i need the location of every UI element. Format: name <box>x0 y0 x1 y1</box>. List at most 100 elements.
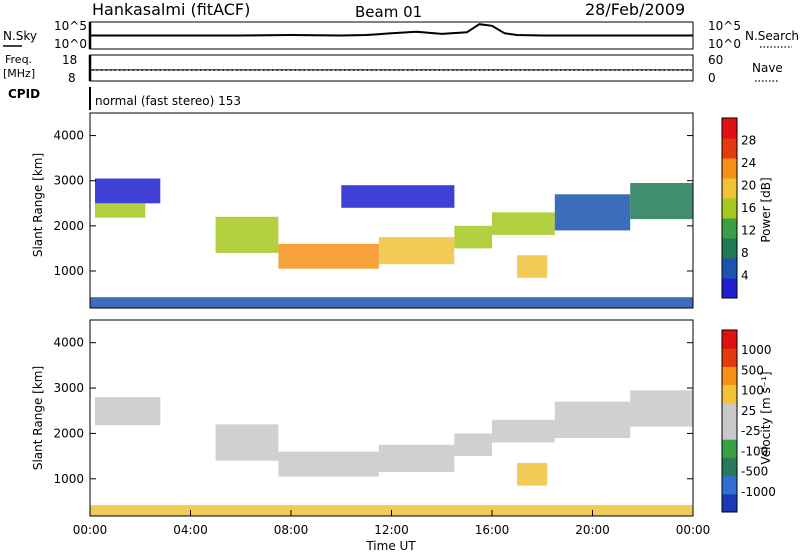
data-band-4 <box>454 433 492 457</box>
noise-left-tick-bottom: 10^0 <box>54 37 87 51</box>
y-tick-label-0: 1000 <box>53 264 84 278</box>
data-band-3 <box>278 243 379 269</box>
data-band-3 <box>378 444 455 472</box>
cpid-label: CPID <box>8 87 40 101</box>
power-y-axis-label: Slant Range [km] <box>31 153 45 257</box>
x-tick-label-0: 00:00 <box>73 523 108 537</box>
colorbar-tick-1: 500 <box>741 363 764 377</box>
data-band-2 <box>215 216 279 253</box>
colorbar-swatch-8 <box>722 348 737 367</box>
date-title: 28/Feb/2009 <box>585 0 685 19</box>
x-tick-label-5: 20:00 <box>575 523 610 537</box>
data-band-8 <box>630 390 693 427</box>
colorbar-swatch-7 <box>722 366 737 386</box>
y-tick-label-1: 2000 <box>53 219 84 233</box>
station-title: Hankasalmi (fitACF) <box>92 0 250 19</box>
colorbar-swatch-6 <box>722 384 737 404</box>
data-band-0 <box>95 397 161 426</box>
data-band-1 <box>95 178 161 204</box>
colorbar-swatch-1 <box>722 475 737 495</box>
freq-right-tick-top: 60 <box>708 53 723 67</box>
colorbar-swatch-5 <box>722 402 737 422</box>
colorbar-tick-4: 12 <box>741 224 756 238</box>
x-axis-label: Time UT <box>365 539 416 553</box>
colorbar-swatch-7 <box>722 138 737 159</box>
colorbar-tick-3: 16 <box>741 201 756 215</box>
colorbar-tick-5: 8 <box>741 246 749 260</box>
colorbar-swatch-0 <box>722 493 737 513</box>
data-band-0 <box>95 203 146 218</box>
velocity-colorbar: 1000 500 100 25 -25 -100 -500 -1000 Velocity [m… <box>721 329 776 513</box>
colorbar-swatch-6 <box>722 158 737 179</box>
colorbar-swatch-3 <box>722 218 737 239</box>
beam-title: Beam 01 <box>355 3 422 21</box>
noise-right-tick-top: 10^5 <box>708 19 741 33</box>
x-tick-label-6: 00:00 <box>676 523 711 537</box>
colorbar-tick-5: -100 <box>741 444 768 458</box>
y-tick-label-1: 2000 <box>53 426 84 440</box>
y-tick-label-3: 4000 <box>53 336 84 350</box>
freq-unit-label: [MHz] <box>3 67 35 80</box>
x-tick-label-1: 04:00 <box>173 523 208 537</box>
noise-right-tick-bottom: 10^0 <box>708 37 741 51</box>
colorbar-swatch-5 <box>722 178 737 199</box>
data-band-6 <box>492 212 555 235</box>
nsky-label: N.Sky <box>3 29 37 43</box>
colorbar-swatch-3 <box>722 439 737 458</box>
data-band-1 <box>215 424 279 461</box>
colorbar-swatch-2 <box>722 457 737 477</box>
data-band-2 <box>278 451 379 477</box>
colorbar-swatch-4 <box>722 421 737 440</box>
colorbar-tick-4: -25 <box>741 424 761 438</box>
y-tick-label-2: 3000 <box>53 174 84 188</box>
data-band-7 <box>517 255 548 278</box>
velocity-data-cells <box>90 390 693 516</box>
noise-panel: N.Sky 10^5 10^0 10^5 10^0 N.Search <box>3 19 799 51</box>
data-band-7 <box>554 401 631 438</box>
data-band-8 <box>554 194 631 231</box>
colorbar-swatch-9 <box>722 330 737 349</box>
velocity-colorbar-label: Velocity [m s⁻¹] <box>759 371 773 464</box>
colorbar-tick-3: 25 <box>741 404 756 418</box>
colorbar-tick-6: -500 <box>741 465 768 479</box>
colorbar-tick-1: 24 <box>741 156 756 170</box>
x-tick-label-2: 08:00 <box>274 523 309 537</box>
freq-right-tick-bottom: 0 <box>708 71 716 85</box>
colorbar-tick-7: -1000 <box>741 485 776 499</box>
colorbar-swatch-1 <box>722 258 737 279</box>
data-band-5 <box>492 419 555 443</box>
nave-label: Nave <box>752 61 783 75</box>
freq-left-tick-bottom: 8 <box>68 71 76 85</box>
x-tick-label-4: 16:00 <box>475 523 510 537</box>
colorbar-tick-0: 1000 <box>741 343 772 357</box>
colorbar-tick-0: 28 <box>741 134 756 148</box>
data-band-4 <box>378 237 455 265</box>
data-band-9 <box>630 183 693 220</box>
y-tick-label-2: 3000 <box>53 381 84 395</box>
colorbar-swatch-8 <box>722 118 737 139</box>
velocity-y-axis-label: Slant Range [km] <box>31 366 45 470</box>
colorbar-tick-2: 100 <box>741 384 764 398</box>
power-data-cells <box>90 178 693 308</box>
colorbar-swatch-4 <box>722 198 737 219</box>
data-band-6 <box>517 462 548 486</box>
data-band-5 <box>454 225 492 249</box>
data-band-11 <box>90 297 693 308</box>
colorbar-tick-2: 20 <box>741 179 756 193</box>
data-band-10 <box>341 185 455 208</box>
y-tick-label-0: 1000 <box>53 472 84 486</box>
y-tick-label-3: 4000 <box>53 129 84 143</box>
freq-label: Freq. <box>5 53 32 66</box>
power-colorbar-label: Power [dB] <box>759 177 773 242</box>
colorbar-swatch-2 <box>722 238 737 259</box>
x-tick-label-3: 12:00 <box>374 523 409 537</box>
freq-left-tick-top: 18 <box>62 53 77 67</box>
nsky-series-line <box>90 23 693 37</box>
noise-left-tick-top: 10^5 <box>54 19 87 33</box>
colorbar-swatch-0 <box>722 278 737 299</box>
power-panel: Slant Range [km] 1000 2000 3000 4000 <box>31 112 694 309</box>
colorbar-tick-6: 4 <box>741 269 749 283</box>
power-colorbar: 28 24 20 16 12 8 4 Power [dB] <box>721 117 773 299</box>
velocity-panel: Slant Range [km] 1000 2000 3000 4000 00:00 0… <box>31 319 711 537</box>
